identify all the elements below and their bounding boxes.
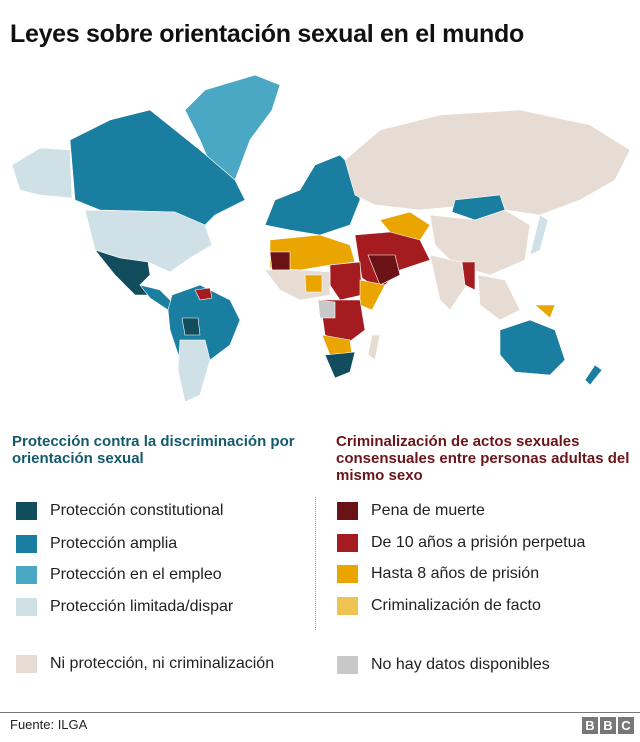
criminalization-legend-heading: Criminalización de actos sexuales consen… bbox=[336, 433, 630, 484]
legend-swatch bbox=[337, 534, 358, 552]
region-australia bbox=[499, 319, 566, 376]
region-bolivia bbox=[181, 317, 201, 336]
legend-swatch bbox=[337, 656, 358, 674]
logo-letter: B bbox=[600, 717, 616, 734]
region-chile-argentina bbox=[177, 339, 211, 403]
logo-letter: C bbox=[618, 717, 634, 734]
legend-item: Protección en el empleo bbox=[16, 566, 222, 584]
region-japan bbox=[529, 214, 549, 256]
legend-item: Ni protección, ni criminalización bbox=[16, 655, 274, 673]
region-south-africa bbox=[324, 351, 356, 379]
legend-swatch bbox=[337, 565, 358, 583]
legend-label: Protección constitutional bbox=[50, 502, 224, 519]
world-map bbox=[11, 74, 631, 403]
logo-letter: B bbox=[582, 717, 598, 734]
region-southeast-asia bbox=[477, 274, 521, 321]
legend-item: No hay datos disponibles bbox=[337, 656, 550, 674]
region-india bbox=[429, 254, 471, 311]
legend-divider bbox=[315, 497, 316, 630]
legend-item: Pena de muerte bbox=[337, 502, 485, 520]
region-horn-africa bbox=[359, 279, 386, 311]
legend-label: Criminalización de facto bbox=[371, 597, 541, 614]
source-text: Fuente: ILGA bbox=[10, 717, 88, 732]
region-nigeria bbox=[304, 274, 323, 293]
legend-swatch bbox=[337, 597, 358, 615]
legend-swatch bbox=[16, 598, 37, 616]
region-madagascar bbox=[367, 334, 381, 361]
legend-label: Pena de muerte bbox=[371, 502, 485, 519]
region-alaska bbox=[11, 147, 73, 199]
region-saudi-arabia bbox=[367, 254, 401, 286]
legend-label: Ni protección, ni criminalización bbox=[50, 655, 275, 672]
legend-swatch bbox=[16, 502, 37, 520]
legend-item: De 10 años a prisión perpetua bbox=[337, 534, 585, 552]
bbc-logo: B B C bbox=[582, 717, 634, 734]
legend-swatch bbox=[16, 566, 37, 584]
protection-legend-heading: Protección contra la discriminación por … bbox=[12, 433, 295, 467]
region-myanmar bbox=[461, 261, 476, 291]
legend-label: Protección en el empleo bbox=[50, 566, 222, 583]
region-venezuela bbox=[194, 287, 213, 301]
region-sudan bbox=[329, 261, 363, 301]
region-congo bbox=[317, 299, 336, 319]
region-mauritania bbox=[269, 251, 291, 271]
legend-swatch bbox=[16, 535, 37, 553]
region-china bbox=[429, 209, 531, 276]
legend-item: Criminalización de facto bbox=[337, 597, 541, 615]
legend-label: Protección limitada/dispar bbox=[50, 598, 234, 615]
region-greenland bbox=[184, 74, 281, 181]
legend-item: Protección limitada/dispar bbox=[16, 598, 233, 616]
region-europe bbox=[264, 154, 361, 236]
region-new-zealand bbox=[584, 364, 603, 386]
legend-label: De 10 años a prisión perpetua bbox=[371, 534, 586, 551]
region-png bbox=[534, 304, 556, 319]
region-canada bbox=[69, 109, 246, 236]
region-russia bbox=[344, 109, 631, 216]
legend-item: Hasta 8 años de prisión bbox=[337, 565, 539, 583]
legend-item: Protección amplia bbox=[16, 535, 177, 553]
legend-swatch bbox=[16, 655, 37, 673]
legend-swatch bbox=[337, 502, 358, 520]
legend-label: Hasta 8 años de prisión bbox=[371, 565, 540, 582]
footer-divider bbox=[0, 712, 640, 713]
page-title: Leyes sobre orientación sexual en el mun… bbox=[10, 20, 524, 48]
legend-item: Protección constitutional bbox=[16, 502, 223, 520]
legend-label: Protección amplia bbox=[50, 535, 178, 552]
legend-label: No hay datos disponibles bbox=[371, 656, 550, 673]
